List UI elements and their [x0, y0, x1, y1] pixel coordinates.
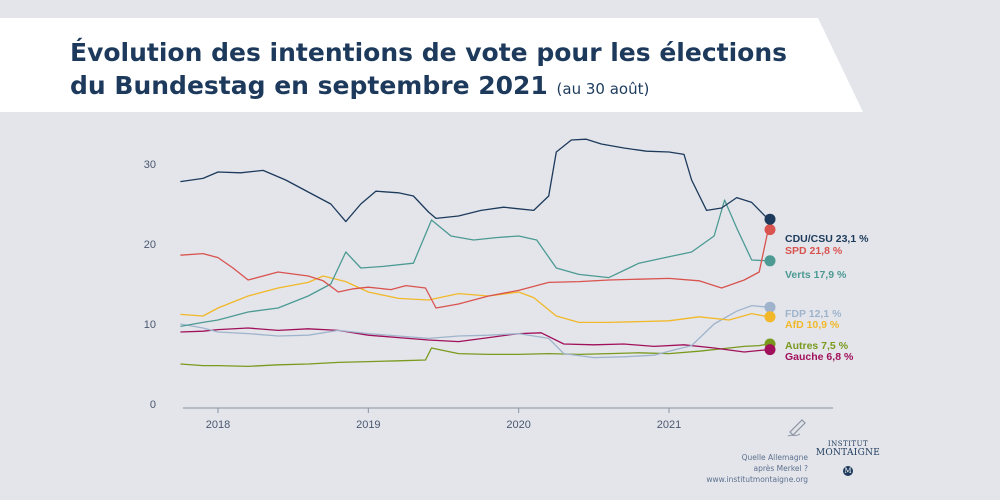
logo-emblem-icon: M [843, 466, 853, 476]
series-label-spd: SPD 21,8 % [785, 245, 843, 257]
credits: Quelle Allemagne après Merkel ? www.inst… [660, 452, 808, 485]
series-end-marker-afd [764, 311, 776, 323]
series-label-autres: Autres 7,5 % [785, 340, 849, 352]
title-line-2-text: du Bundestag en septembre 2021 [70, 71, 548, 100]
chart-axes: 0 10 20 30 2018 2019 2020 2021 [144, 159, 833, 431]
series-label-afd: AfD 10,9 % [785, 319, 840, 331]
series-line-gauche [180, 327, 769, 353]
chart-end-markers [764, 213, 776, 356]
y-tick-label: 10 [144, 319, 156, 331]
title-banner-shape [0, 18, 863, 112]
series-line-verts [180, 199, 769, 328]
series-label-gauche: Gauche 6,8 % [785, 351, 854, 363]
series-line-afd [180, 275, 769, 324]
series-end-marker-spd [764, 224, 776, 236]
credits-url[interactable]: www.institutmontaigne.org [706, 475, 808, 484]
series-end-marker-gauche [764, 344, 776, 356]
series-label-cdu-csu: CDU/CSU 23,1 % [785, 233, 869, 245]
series-line-fdp [180, 304, 769, 359]
credits-line-2: après Merkel ? [753, 464, 809, 473]
chart-title: Évolution des intentions de vote pour le… [70, 36, 787, 106]
title-line-1: Évolution des intentions de vote pour le… [70, 38, 788, 67]
series-end-marker-verts [764, 255, 776, 267]
y-tick-label: 30 [144, 159, 156, 171]
y-tick-label: 0 [150, 399, 156, 411]
y-tick-label: 20 [144, 239, 156, 251]
credits-line-1: Quelle Allemagne [741, 453, 808, 462]
series-label-fdp: FDP 12,1 % [785, 308, 842, 320]
series-end-marker-fdp [764, 301, 776, 313]
chart-series [180, 138, 769, 368]
series-line-cdu-csu [180, 138, 769, 223]
title-note: (au 30 août) [556, 80, 650, 98]
series-label-verts: Verts 17,9 % [785, 269, 847, 281]
series-line-autres [180, 343, 769, 368]
x-tick-label: 2018 [206, 419, 230, 431]
signature-pen-icon [787, 419, 806, 437]
x-tick-label: 2021 [657, 419, 681, 431]
logo-line-1: INSTITUT [827, 440, 869, 448]
chart-legend-labels: Autres 7,5 %Gauche 6,8 % FDP 12,1 %AfD 10… [785, 233, 869, 363]
logo-line-2: MONTAIGNE [815, 448, 881, 458]
institut-montaigne-logo: INSTITUT MONTAIGNE M [812, 440, 884, 477]
title-line-2: du Bundestag en septembre 2021 (au 30 ao… [70, 69, 787, 106]
x-tick-label: 2019 [356, 419, 380, 431]
series-line-spd [180, 229, 769, 309]
series-end-marker-cdu-csu [764, 213, 776, 225]
x-tick-label: 2020 [506, 419, 530, 431]
title-banner [0, 18, 863, 112]
